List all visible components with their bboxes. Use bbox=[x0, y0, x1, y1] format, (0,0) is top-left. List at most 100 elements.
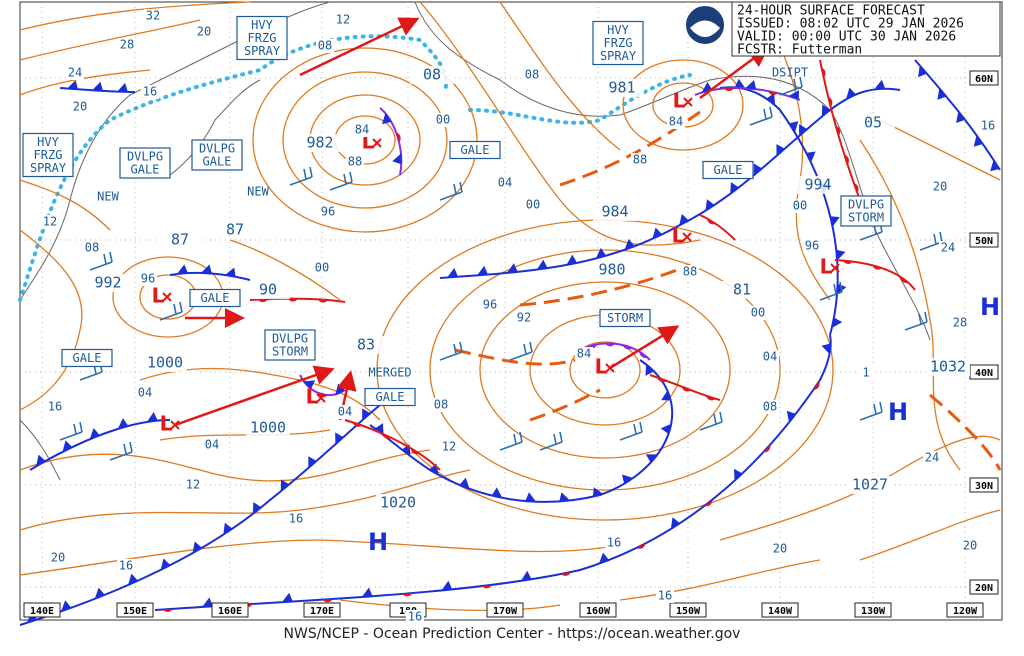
isobar bbox=[479, 281, 731, 459]
wind-barb bbox=[159, 301, 183, 321]
label-halo bbox=[136, 386, 154, 400]
front-symbol bbox=[287, 298, 298, 302]
isobar-label: 92 bbox=[517, 311, 531, 325]
isobar-label: 28 bbox=[120, 38, 134, 52]
label-halo bbox=[979, 119, 997, 133]
front-symbol bbox=[821, 343, 831, 355]
front-symbol bbox=[36, 454, 46, 467]
label-halo bbox=[923, 451, 941, 465]
isobar bbox=[159, 429, 331, 441]
footer: NWS/NCEP - Ocean Prediction Center - htt… bbox=[284, 626, 741, 642]
front-symbol bbox=[308, 456, 317, 469]
label-halo bbox=[720, 281, 764, 299]
isobar-label: 04 bbox=[338, 405, 352, 419]
label-halo bbox=[287, 512, 305, 526]
label-halo bbox=[86, 274, 130, 292]
pressure-label: 81 bbox=[733, 281, 751, 299]
front-symbol bbox=[828, 96, 833, 107]
front-symbol bbox=[382, 433, 392, 439]
isobar-label: 12 bbox=[336, 13, 350, 27]
front-symbol bbox=[734, 78, 746, 89]
wind-barb bbox=[499, 431, 523, 451]
isobar bbox=[569, 341, 641, 399]
isobar bbox=[19, 19, 201, 61]
annotation-text: DVLPG bbox=[848, 198, 884, 212]
motion-arrow bbox=[174, 365, 335, 427]
pressure-label: 87 bbox=[171, 231, 189, 249]
wind-barb bbox=[919, 231, 943, 251]
lon-label-box bbox=[116, 602, 154, 618]
isobar bbox=[859, 139, 961, 471]
lon-label: 140W bbox=[768, 606, 793, 617]
annotation-text: FRZG bbox=[248, 31, 277, 45]
label-halo bbox=[523, 68, 541, 82]
front-symbol bbox=[937, 88, 947, 100]
low-center bbox=[605, 363, 615, 373]
lon-label: 160W bbox=[586, 606, 611, 617]
annotation-box bbox=[22, 132, 74, 178]
front-symbol bbox=[560, 571, 571, 576]
annotation-text: SPRAY bbox=[30, 161, 67, 175]
label-halo bbox=[481, 298, 499, 312]
front-symbol bbox=[789, 121, 799, 133]
lat-label-box bbox=[969, 232, 999, 248]
pressure-label: 08 bbox=[423, 66, 441, 84]
front-symbol bbox=[763, 444, 771, 453]
front-symbol bbox=[745, 79, 757, 90]
isobar-label: 96 bbox=[483, 298, 497, 312]
lon-label-box bbox=[669, 602, 707, 618]
label-halo bbox=[851, 114, 895, 132]
fronts bbox=[19, 17, 1001, 626]
map-frame bbox=[19, 1, 1003, 621]
label-halo bbox=[605, 536, 623, 550]
isobar bbox=[19, 179, 111, 231]
front-symbol bbox=[604, 343, 615, 347]
isobar-label: 08 bbox=[763, 400, 777, 414]
annotation-text: DVLPG bbox=[127, 150, 163, 164]
isobar-label: 1 bbox=[862, 366, 869, 380]
isobar-label: 16 bbox=[607, 536, 621, 550]
low-center bbox=[162, 292, 172, 302]
label-halo bbox=[46, 400, 64, 414]
annotation-text: STORM bbox=[272, 345, 308, 359]
label-halo bbox=[749, 306, 767, 320]
high-symbol: H bbox=[888, 398, 908, 426]
trough bbox=[519, 263, 691, 307]
front-symbol bbox=[361, 587, 373, 598]
front-symbol bbox=[622, 344, 633, 350]
front-symbol bbox=[225, 267, 236, 277]
front-symbol bbox=[117, 82, 128, 92]
motion-arrow bbox=[609, 325, 680, 370]
front-symbol bbox=[382, 112, 392, 125]
annotation-box bbox=[599, 308, 651, 328]
front-symbol bbox=[846, 87, 856, 99]
high-symbol: H bbox=[368, 528, 388, 556]
label-halo bbox=[316, 39, 334, 53]
isobar bbox=[19, 449, 431, 482]
label-halo bbox=[117, 559, 135, 573]
isobar-label: 12 bbox=[43, 215, 57, 229]
lat-label: 50N bbox=[975, 236, 993, 247]
wind-barb bbox=[904, 311, 928, 331]
annotation-box bbox=[364, 387, 416, 407]
low-center bbox=[372, 138, 382, 148]
isobar-label: 16 bbox=[143, 85, 157, 99]
front bbox=[699, 214, 736, 241]
low-center bbox=[316, 393, 326, 403]
front-symbol bbox=[67, 80, 78, 90]
annotation-text: DVLPG bbox=[199, 142, 235, 156]
front-symbol bbox=[128, 573, 138, 586]
annotation-box bbox=[189, 288, 241, 308]
isobar-label: 88 bbox=[633, 153, 647, 167]
front-symbol bbox=[734, 468, 743, 481]
front-symbol bbox=[753, 163, 763, 176]
pressure-label: 1000 bbox=[250, 419, 286, 437]
front-symbol bbox=[813, 381, 820, 390]
label-halo bbox=[761, 400, 779, 414]
lat-label-box bbox=[969, 70, 999, 86]
front-symbol bbox=[525, 492, 537, 502]
front-symbol bbox=[459, 477, 470, 489]
label-halo bbox=[931, 180, 949, 194]
front bbox=[154, 334, 832, 611]
isobar-label: 08 bbox=[85, 241, 99, 255]
